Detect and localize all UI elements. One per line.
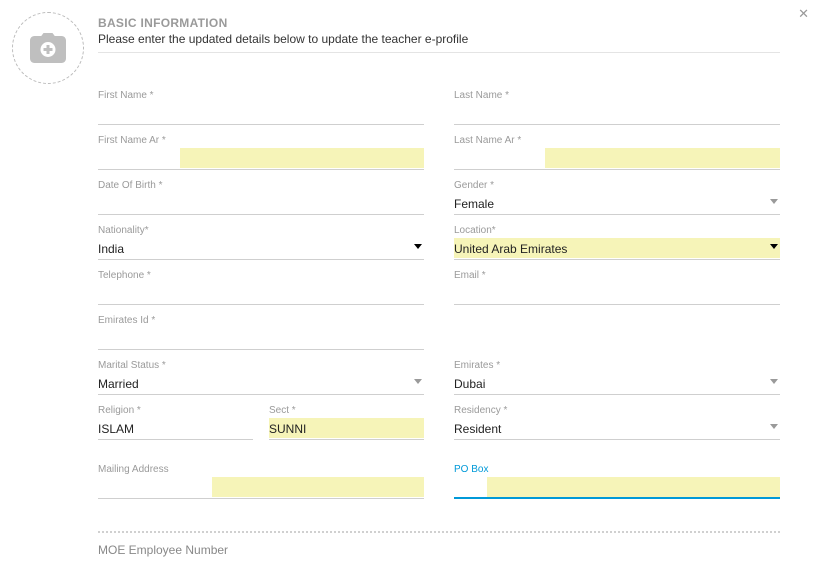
field-empty-right-2 bbox=[454, 543, 780, 561]
label-emirates-id: Emirates Id * bbox=[98, 315, 424, 326]
field-location: Location* United Arab Emirates bbox=[454, 225, 780, 260]
input-emirates-id[interactable] bbox=[98, 328, 424, 350]
label-first-name-ar: First Name Ar * bbox=[98, 135, 424, 146]
field-last-name: Last Name * bbox=[454, 90, 780, 125]
form-area: First Name * Last Name * First Name Ar * bbox=[98, 90, 780, 561]
input-religion[interactable]: ISLAM bbox=[98, 418, 253, 440]
input-po-box[interactable] bbox=[454, 477, 780, 499]
field-religion-sect: Religion * ISLAM Sect * SUNNI bbox=[98, 405, 424, 440]
value-sect: SUNNI bbox=[269, 422, 424, 436]
field-residency: Residency * Resident bbox=[454, 405, 780, 440]
field-nationality: Nationality* India bbox=[98, 225, 424, 260]
input-mailing-address[interactable] bbox=[98, 477, 424, 499]
form-scroll-area[interactable]: BASIC INFORMATION Please enter the updat… bbox=[0, 0, 800, 561]
input-first-name-ar[interactable] bbox=[98, 148, 424, 170]
field-mailing-address: Mailing Address bbox=[98, 464, 424, 499]
select-gender[interactable]: Female bbox=[454, 193, 780, 215]
close-icon[interactable]: ✕ bbox=[798, 6, 809, 22]
label-marital-status: Marital Status * bbox=[98, 360, 424, 371]
input-dob[interactable] bbox=[98, 193, 424, 215]
value-emirates: Dubai bbox=[454, 377, 780, 391]
label-telephone: Telephone * bbox=[98, 270, 424, 281]
select-residency[interactable]: Resident bbox=[454, 418, 780, 440]
field-po-box: PO Box bbox=[454, 464, 780, 499]
chevron-down-icon bbox=[770, 379, 778, 384]
label-po-box: PO Box bbox=[454, 464, 780, 475]
header-text: BASIC INFORMATION Please enter the updat… bbox=[98, 12, 780, 53]
select-location[interactable]: United Arab Emirates bbox=[454, 238, 780, 260]
value-nationality: India bbox=[98, 242, 424, 256]
camera-icon bbox=[30, 33, 66, 63]
input-email[interactable] bbox=[454, 283, 780, 305]
label-first-name: First Name * bbox=[98, 90, 424, 101]
field-dob: Date Of Birth * bbox=[98, 180, 424, 215]
label-mailing-address: Mailing Address bbox=[98, 464, 424, 475]
input-first-name[interactable] bbox=[98, 103, 424, 125]
input-last-name[interactable] bbox=[454, 103, 780, 125]
select-marital-status[interactable]: Married bbox=[98, 373, 424, 395]
section-title: BASIC INFORMATION bbox=[98, 16, 780, 30]
label-last-name: Last Name * bbox=[454, 90, 780, 101]
header-row: BASIC INFORMATION Please enter the updat… bbox=[12, 12, 780, 84]
value-religion: ISLAM bbox=[98, 422, 253, 436]
field-telephone: Telephone * bbox=[98, 270, 424, 305]
field-first-name: First Name * bbox=[98, 90, 424, 125]
label-dob: Date Of Birth * bbox=[98, 180, 424, 191]
field-moe-number: MOE Employee Number bbox=[98, 543, 424, 561]
field-emirates-id: Emirates Id * bbox=[98, 315, 424, 350]
section-subtitle: Please enter the updated details below t… bbox=[98, 32, 780, 53]
value-marital-status: Married bbox=[98, 377, 424, 391]
highlight-last-name-ar bbox=[545, 148, 780, 168]
value-residency: Resident bbox=[454, 422, 780, 436]
field-marital-status: Marital Status * Married bbox=[98, 360, 424, 395]
label-moe-number: MOE Employee Number bbox=[98, 543, 424, 557]
select-nationality[interactable]: India bbox=[98, 238, 424, 260]
chevron-down-icon bbox=[770, 199, 778, 204]
field-email: Email * bbox=[454, 270, 780, 305]
chevron-down-icon bbox=[414, 379, 422, 384]
field-emirates: Emirates * Dubai bbox=[454, 360, 780, 395]
highlight-po-box bbox=[487, 477, 780, 497]
label-location: Location* bbox=[454, 225, 780, 236]
field-first-name-ar: First Name Ar * bbox=[98, 135, 424, 170]
label-nationality: Nationality* bbox=[98, 225, 424, 236]
label-emirates: Emirates * bbox=[454, 360, 780, 371]
value-location: United Arab Emirates bbox=[454, 242, 780, 256]
chevron-down-icon bbox=[770, 424, 778, 429]
select-emirates[interactable]: Dubai bbox=[454, 373, 780, 395]
input-telephone[interactable] bbox=[98, 283, 424, 305]
highlight-first-name-ar bbox=[180, 148, 425, 168]
input-last-name-ar[interactable] bbox=[454, 148, 780, 170]
chevron-down-icon bbox=[414, 244, 422, 249]
input-sect[interactable]: SUNNI bbox=[269, 418, 424, 440]
chevron-down-icon bbox=[770, 244, 778, 249]
field-gender: Gender * Female bbox=[454, 180, 780, 215]
dotted-separator bbox=[98, 531, 780, 533]
label-religion: Religion * bbox=[98, 405, 253, 416]
label-residency: Residency * bbox=[454, 405, 780, 416]
profile-photo-placeholder[interactable] bbox=[12, 12, 84, 84]
label-sect: Sect * bbox=[269, 405, 424, 416]
label-gender: Gender * bbox=[454, 180, 780, 191]
value-gender: Female bbox=[454, 197, 780, 211]
field-empty-right bbox=[454, 315, 780, 350]
highlight-mailing-address bbox=[212, 477, 424, 497]
label-email: Email * bbox=[454, 270, 780, 281]
field-last-name-ar: Last Name Ar * bbox=[454, 135, 780, 170]
label-last-name-ar: Last Name Ar * bbox=[454, 135, 780, 146]
